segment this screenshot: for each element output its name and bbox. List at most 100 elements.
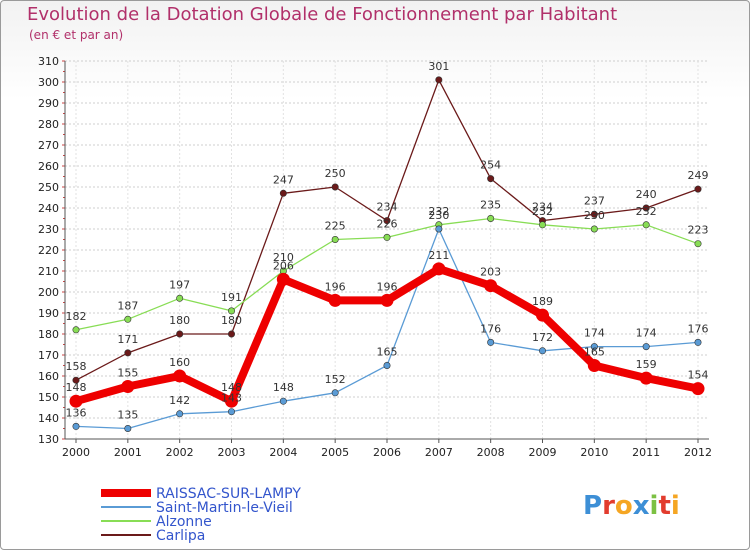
data-point — [72, 422, 80, 430]
data-label: 211 — [428, 249, 449, 262]
data-point — [383, 233, 391, 241]
data-point — [691, 382, 705, 396]
x-tick-label: 2008 — [477, 446, 505, 459]
data-point — [487, 215, 495, 223]
data-point — [228, 330, 236, 338]
data-label: 180 — [169, 314, 190, 327]
y-tick-label: 260 — [38, 160, 59, 173]
data-label: 210 — [273, 251, 294, 264]
data-label: 232 — [636, 205, 657, 218]
y-tick-label: 250 — [38, 181, 59, 194]
legend-label: RAISSAC-SUR-LAMPY — [156, 486, 301, 502]
data-point — [121, 380, 135, 393]
data-label: 301 — [428, 60, 449, 73]
data-point — [435, 76, 443, 84]
data-label: 249 — [688, 169, 709, 182]
logo-letter: i — [670, 491, 680, 521]
data-point — [484, 279, 498, 293]
data-label: 160 — [169, 356, 190, 369]
data-label: 230 — [428, 209, 449, 222]
y-tick-label: 290 — [38, 97, 59, 110]
y-tick-label: 210 — [38, 265, 59, 278]
data-label: 247 — [273, 173, 294, 186]
data-label: 171 — [117, 333, 138, 346]
x-tick-label: 2003 — [218, 446, 246, 459]
data-point — [694, 185, 702, 193]
data-point — [331, 389, 339, 397]
data-point — [276, 272, 290, 286]
data-label: 176 — [688, 322, 709, 335]
logo-letter: o — [614, 491, 633, 521]
y-tick-label: 160 — [38, 370, 59, 383]
data-label: 196 — [377, 280, 398, 293]
data-point — [694, 240, 702, 248]
legend-label: Carlipa — [156, 528, 205, 544]
data-point — [69, 394, 83, 408]
y-tick-label: 170 — [38, 349, 59, 362]
x-tick-label: 2001 — [114, 446, 142, 459]
data-label: 180 — [221, 314, 242, 327]
x-tick-label: 2007 — [425, 446, 453, 459]
legend-label: Alzonne — [156, 514, 212, 530]
data-point — [639, 371, 653, 385]
data-point — [642, 221, 650, 229]
data-point — [487, 338, 495, 346]
data-label: 191 — [221, 291, 242, 304]
data-point — [228, 307, 236, 315]
data-label: 158 — [66, 360, 87, 373]
data-point — [432, 262, 446, 276]
logo-letter: x — [632, 491, 650, 521]
data-label: 172 — [532, 331, 553, 344]
x-tick-label: 2000 — [62, 446, 90, 459]
data-point — [538, 347, 546, 355]
data-point — [72, 326, 80, 334]
data-point — [380, 293, 394, 307]
x-tick-label: 2010 — [580, 446, 608, 459]
data-point — [435, 225, 443, 233]
logo-letter: t — [658, 491, 671, 521]
x-tick-label: 2012 — [684, 446, 712, 459]
logo-letter: P — [583, 491, 603, 521]
data-point — [124, 424, 132, 432]
data-point — [587, 359, 601, 372]
data-label: 196 — [325, 280, 346, 293]
x-tick-label: 2002 — [166, 446, 194, 459]
data-label: 165 — [377, 346, 398, 359]
data-point — [642, 204, 650, 212]
data-point — [331, 236, 339, 244]
data-label: 250 — [325, 167, 346, 180]
legend-label: Saint-Martin-le-Vieil — [156, 500, 293, 516]
data-point — [173, 369, 187, 383]
y-tick-label: 300 — [38, 76, 59, 89]
data-point — [225, 394, 238, 408]
data-point — [124, 315, 132, 323]
y-tick-label: 220 — [38, 244, 59, 257]
y-tick-label: 200 — [38, 286, 59, 299]
logo-letter: i — [649, 491, 659, 521]
data-label: 187 — [117, 299, 138, 312]
x-tick-label: 2004 — [269, 446, 297, 459]
data-label: 159 — [636, 358, 657, 371]
data-point — [590, 210, 598, 218]
y-tick-label: 230 — [38, 223, 59, 236]
data-label: 206 — [273, 259, 294, 272]
data-label: 234 — [377, 201, 398, 214]
data-point — [176, 410, 184, 418]
y-tick-label: 140 — [38, 412, 59, 425]
data-label: 237 — [584, 194, 605, 207]
y-tick-label: 180 — [38, 328, 59, 341]
data-point — [538, 221, 546, 229]
data-label: 232 — [428, 205, 449, 218]
data-label: 174 — [636, 327, 657, 340]
x-tick-label: 2011 — [632, 446, 660, 459]
data-label: 176 — [480, 322, 501, 335]
data-label: 234 — [532, 201, 553, 214]
data-label: 240 — [636, 188, 657, 201]
data-label: 189 — [532, 295, 553, 308]
data-point — [176, 294, 184, 302]
data-label: 136 — [66, 406, 87, 419]
x-tick-label: 2009 — [529, 446, 557, 459]
data-label: 254 — [480, 159, 501, 172]
